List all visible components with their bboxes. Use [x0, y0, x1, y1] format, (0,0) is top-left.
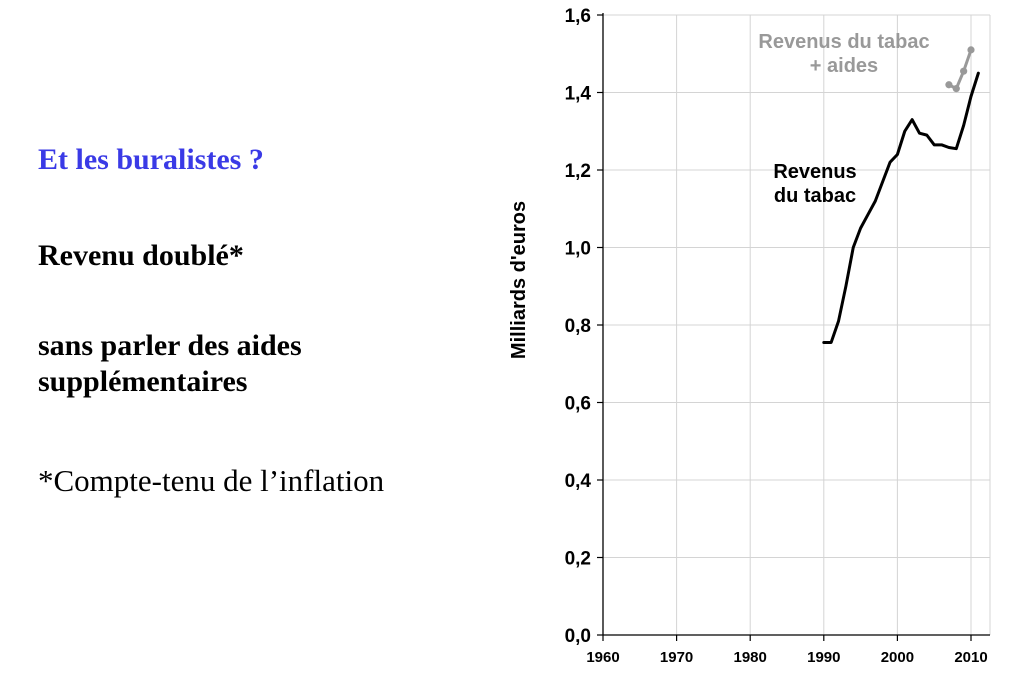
y-tick-label: 0,0 — [565, 626, 591, 647]
series-label-line: Revenus du tabac — [758, 31, 929, 53]
chart-grid — [603, 14, 991, 635]
chart-series — [822, 46, 980, 344]
y-tick-label: 1,0 — [565, 239, 591, 260]
x-tick-label: 1990 — [807, 649, 840, 666]
revenue-doubled-line: Revenu doublé* — [38, 239, 244, 272]
y-tick-label: 1,2 — [565, 161, 591, 182]
series-label-line: + aides — [810, 55, 878, 77]
series-label-tabac: Revenus du tabac — [773, 161, 856, 207]
chart-axes — [597, 13, 990, 641]
series-point-aides — [967, 46, 975, 54]
chart-labels: 0,0 0,2 0,4 0,6 0,8 1,0 1,2 1,4 1,6 1960 1970 1980 1… — [508, 6, 988, 666]
series-line-aides — [947, 48, 973, 91]
series-point-aides — [952, 85, 960, 93]
x-tick-label: 2000 — [881, 649, 914, 666]
y-axis-title: Milliards d'euros — [508, 201, 530, 359]
x-tick-label: 2010 — [954, 649, 987, 666]
series-point-aides — [960, 67, 968, 75]
y-tick-label: 0,6 — [565, 394, 591, 415]
x-tick-label: 1980 — [734, 649, 767, 666]
y-tick-label: 1,6 — [565, 6, 591, 27]
x-tick-label: 1960 — [586, 649, 619, 666]
y-tick-label: 1,4 — [565, 84, 592, 105]
series-label-aides: Revenus du tabac + aides — [758, 31, 929, 77]
series-label-line: du tabac — [774, 185, 856, 207]
x-tick-label: 1970 — [660, 649, 693, 666]
y-tick-label: 0,2 — [565, 549, 591, 570]
inflation-footnote: *Compte-tenu de l’inflation — [38, 463, 385, 498]
slide-text-panel: Et les buralistes ? Revenu doublé* sans … — [38, 0, 498, 682]
extra-aid-line-1: sans parler des aides — [38, 329, 302, 362]
series-point-aides — [945, 81, 953, 89]
series-label-line: Revenus — [773, 161, 856, 183]
slide-heading: Et les buralistes ? — [38, 143, 264, 176]
extra-aid-line-2: supplémentaires — [38, 365, 248, 398]
series-line-tabac — [822, 71, 980, 344]
y-tick-label: 0,8 — [565, 316, 591, 337]
y-tick-label: 0,4 — [565, 471, 592, 492]
